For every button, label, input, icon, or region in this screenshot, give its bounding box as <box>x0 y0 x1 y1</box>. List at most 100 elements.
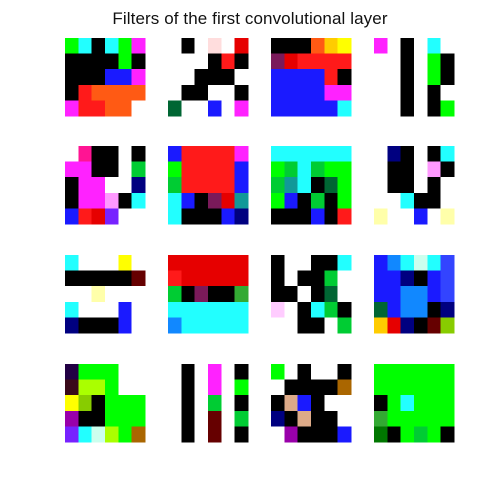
filter-pixel <box>297 426 312 443</box>
filter-pixel <box>440 301 455 318</box>
filter-pixel <box>181 192 195 209</box>
filter-pixel <box>118 208 132 225</box>
filter-pixel <box>440 286 455 303</box>
filter-pixel <box>181 301 195 318</box>
filter-pixel <box>387 317 401 334</box>
filter-pixel <box>400 100 415 117</box>
filter-pixel <box>311 208 325 225</box>
filter-pixel <box>311 270 325 287</box>
filter-pixel <box>387 38 401 54</box>
filter-pixel <box>440 379 455 396</box>
filter-pixel <box>374 84 388 101</box>
filter-pixel <box>105 301 119 318</box>
filter-pixel <box>324 364 338 380</box>
filter-pixel <box>194 146 209 162</box>
filter-pixel <box>131 208 146 225</box>
filter-pixel <box>208 395 222 412</box>
filter-pixel <box>78 208 92 225</box>
filter-pixel <box>387 192 401 209</box>
filter-pixel <box>221 208 235 225</box>
filter-pixel <box>284 301 298 318</box>
filter-pixel <box>284 146 298 162</box>
filter-pixel <box>105 208 119 225</box>
filter-pixel <box>400 410 415 427</box>
filter-pixel <box>65 146 79 162</box>
filter-pixel <box>194 270 209 287</box>
filter-pixel <box>65 426 79 443</box>
filter-pixel <box>324 177 338 194</box>
filter-pixel <box>324 255 338 271</box>
filter-pixel <box>311 177 325 194</box>
filter-pixel <box>374 286 388 303</box>
filter-pixel <box>337 100 352 117</box>
filter-pixel <box>208 301 222 318</box>
filter-pixel <box>65 100 79 117</box>
filter-pixel <box>271 192 285 209</box>
filter-pixel <box>324 38 338 54</box>
filter-tile <box>374 146 455 225</box>
filter-pixel <box>387 301 401 318</box>
filter-pixel <box>297 208 312 225</box>
filter-pixel <box>91 426 106 443</box>
filter-pixel <box>311 317 325 334</box>
filter-pixel <box>337 395 352 412</box>
filter-pixel <box>105 255 119 271</box>
filter-pixel <box>131 410 146 427</box>
filter-pixel <box>208 161 222 178</box>
filter-pixel <box>118 317 132 334</box>
filter-pixel <box>324 286 338 303</box>
filter-pixel <box>194 301 209 318</box>
filter-pixel <box>168 146 182 162</box>
filter-pixel <box>234 364 249 380</box>
filter-pixel <box>234 53 249 70</box>
filter-pixel <box>65 53 79 70</box>
filter-pixel <box>221 301 235 318</box>
filter-pixel <box>387 177 401 194</box>
filter-pixel <box>324 208 338 225</box>
filter-pixel <box>440 84 455 101</box>
filter-pixel <box>387 161 401 178</box>
filter-pixel <box>194 161 209 178</box>
filter-pixel <box>194 177 209 194</box>
filter-pixel <box>271 161 285 178</box>
filter-pixel <box>400 426 415 443</box>
filter-pixel <box>221 426 235 443</box>
filter-pixel <box>440 208 455 225</box>
filter-pixel <box>131 100 146 117</box>
filter-tile <box>168 255 249 334</box>
filter-pixel <box>297 286 312 303</box>
filter-pixel <box>414 379 428 396</box>
filter-pixel <box>400 379 415 396</box>
filter-pixel <box>234 270 249 287</box>
filter-pixel <box>118 301 132 318</box>
filter-pixel <box>440 100 455 117</box>
filter-pixel <box>168 255 182 271</box>
filter-pixel <box>78 84 92 101</box>
filter-pixel <box>221 177 235 194</box>
filter-pixel <box>284 410 298 427</box>
filter-pixel <box>297 410 312 427</box>
filter-pixel <box>234 317 249 334</box>
filter-pixel <box>234 286 249 303</box>
filter-pixel <box>181 270 195 287</box>
filter-pixel <box>234 395 249 412</box>
filter-pixel <box>221 255 235 271</box>
filter-pixel <box>168 38 182 54</box>
filter-tile <box>65 146 146 225</box>
filter-pixel <box>91 53 106 70</box>
filter-pixel <box>440 192 455 209</box>
filter-pixel <box>297 270 312 287</box>
filter-pixel <box>297 395 312 412</box>
filter-pixel <box>337 161 352 178</box>
filter-pixel <box>271 301 285 318</box>
filter-pixel <box>78 317 92 334</box>
filter-pixel <box>208 84 222 101</box>
filter-pixel <box>414 161 428 178</box>
filter-pixel <box>414 317 428 334</box>
filter-pixel <box>234 38 249 54</box>
filter-pixel <box>311 395 325 412</box>
filter-pixel <box>65 161 79 178</box>
filter-pixel <box>440 410 455 427</box>
filter-pixel <box>271 146 285 162</box>
